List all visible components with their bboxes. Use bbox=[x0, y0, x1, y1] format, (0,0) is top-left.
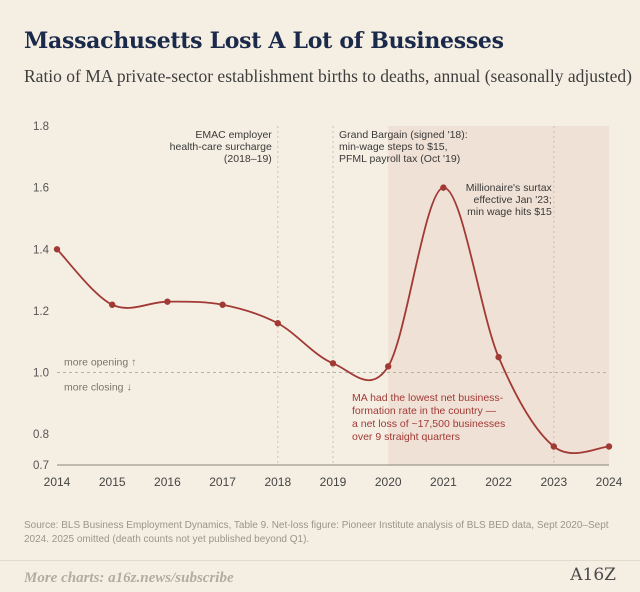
y-tick-label: 1.2 bbox=[33, 306, 49, 318]
event-annotation-line: effective Jan '23; bbox=[474, 194, 552, 206]
data-point bbox=[440, 184, 447, 191]
chart-subtitle: Ratio of MA private-sector establishment… bbox=[24, 66, 632, 86]
x-tick-label: 2018 bbox=[264, 475, 291, 489]
footer-divider bbox=[0, 560, 640, 561]
callout-line: a net loss of ~17,500 businesses bbox=[352, 418, 505, 430]
y-tick-label: 0.8 bbox=[33, 429, 49, 441]
y-tick-label: 1.4 bbox=[33, 244, 50, 256]
chart-title: Massachusetts Lost A Lot of Businesses bbox=[24, 28, 504, 54]
x-tick-label: 2014 bbox=[44, 475, 71, 489]
callout-line: formation rate in the country — bbox=[352, 405, 497, 417]
data-point bbox=[550, 443, 557, 450]
data-point bbox=[53, 246, 61, 253]
event-annotation-line: PFML payroll tax (Oct '19) bbox=[339, 153, 460, 165]
y-tick-label: 1.6 bbox=[33, 183, 49, 195]
y-tick-label: 1.0 bbox=[33, 368, 49, 380]
x-tick-label: 2019 bbox=[320, 475, 347, 489]
x-tick-label: 2024 bbox=[596, 475, 623, 489]
x-tick-label: 2016 bbox=[154, 475, 181, 489]
x-tick-label: 2022 bbox=[485, 475, 512, 489]
x-tick-label: 2015 bbox=[99, 475, 126, 489]
more-opening-label: more opening ↑ bbox=[64, 357, 136, 369]
source-note: Source: BLS Business Employment Dynamics… bbox=[24, 520, 609, 545]
x-tick-label: 2021 bbox=[430, 475, 457, 489]
data-point bbox=[219, 301, 226, 308]
y-tick-label: 0.7 bbox=[33, 460, 49, 472]
data-point bbox=[274, 320, 281, 327]
event-annotation-line: EMAC employer bbox=[195, 129, 272, 141]
event-annotation-line: min-wage steps to $15, bbox=[339, 141, 448, 153]
callout-line: over 9 straight quarters bbox=[352, 431, 460, 443]
data-point bbox=[605, 443, 613, 450]
more-closing-label: more closing ↓ bbox=[64, 382, 132, 394]
y-tick-label: 1.8 bbox=[33, 121, 49, 133]
data-point bbox=[385, 363, 392, 370]
line-chart: more opening ↑ more closing ↓ 1.8 1.6 1.4 1.2… bbox=[33, 121, 623, 489]
event-annotation-line: (2018–19) bbox=[224, 153, 272, 165]
data-point bbox=[329, 360, 337, 367]
x-tick-label: 2020 bbox=[375, 475, 402, 489]
data-point bbox=[495, 353, 502, 361]
event-annotation-line: Grand Bargain (signed '18): bbox=[339, 129, 468, 141]
callout-line: MA had the lowest net business- bbox=[352, 392, 504, 404]
data-point bbox=[164, 298, 171, 305]
data-point bbox=[109, 301, 116, 308]
event-annotation-line: min wage hits $15 bbox=[467, 206, 552, 218]
event-annotation-line: health-care surcharge bbox=[170, 141, 272, 153]
a16z-logo: A16Z bbox=[570, 565, 616, 585]
x-tick-label: 2017 bbox=[209, 475, 236, 489]
event-annotation-line: Millionaire's surtax bbox=[466, 182, 553, 194]
x-tick-label: 2023 bbox=[540, 475, 567, 489]
shaded-region bbox=[388, 126, 609, 465]
subscribe-link[interactable]: More charts: a16z.news/subscribe bbox=[24, 570, 234, 586]
